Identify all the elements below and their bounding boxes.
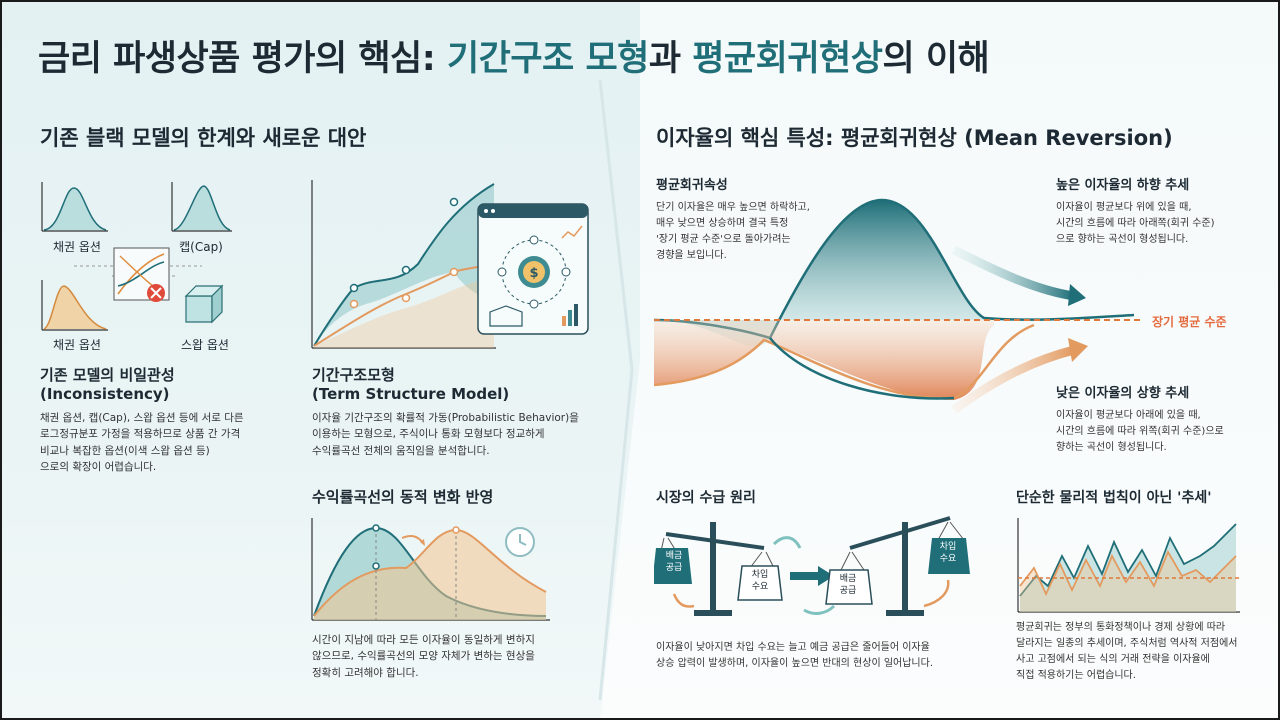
high-rate-body: 이자율이 평균보다 위에 있을 때, 시간의 흐름에 따라 아래쪽(회귀 수준)… [1056, 202, 1215, 245]
scale1-demand-label: 차입 수요 [751, 570, 769, 592]
scale1-supply-label: 배금 공급 [665, 551, 683, 573]
right-section-heading: 이자율의 핵심 특성: 평균회귀현상 (Mean Reversion) [656, 126, 1173, 150]
inconsistency-title: 기존 모델의 비일관성 (Inconsistency) [40, 366, 175, 403]
clock-icon [505, 527, 535, 557]
bond-option-label: 채권 옵션 [53, 240, 101, 254]
dynamic-change-body: 시간이 지남에 따라 모든 이자율이 동일하게 변하지 않으므로, 수익률곡선의… [312, 634, 535, 679]
scale2-demand-label: 차입 수요 [939, 542, 957, 564]
low-rate-title: 낮은 이자율의 상향 추세 [1056, 386, 1190, 401]
page-title: 금리 파생상품 평가의 핵심: 기간구조 모형과 평균회귀현상의 이해 [38, 30, 990, 81]
term-structure-title: 기간구조모형 (Term Structure Model) [312, 366, 510, 403]
svg-text:$: $ [529, 266, 538, 281]
mean-reversion-title: 평균회귀속성 [656, 178, 728, 193]
market-principle-title: 시장의 수급 원리 [656, 490, 756, 506]
section-divider-chevron [598, 80, 634, 700]
title-highlight-mean-reversion: 평균회귀현상 [692, 39, 883, 79]
scale2-supply-label: 배금 공급 [839, 574, 857, 596]
mean-reversion-body: 단기 이자율은 매우 높으면 하락하고, 매우 낮으면 상승하며 결국 특정 '… [656, 202, 810, 261]
swap-option-label: 스왑 옵션 [181, 338, 229, 352]
dynamic-change-chart [311, 518, 550, 621]
trend-body: 평균회귀는 정부의 통화정책이나 경제 상황에 따라 달라지는 일종의 추세이며… [1016, 622, 1238, 681]
low-rate-body: 이자율이 평균보다 아래에 있을 때, 시간의 흐름에 따라 위쪽(회귀 수준)… [1056, 410, 1224, 453]
scale-right-icon [825, 516, 970, 616]
term-structure-chart: $ [311, 180, 589, 349]
dynamic-change-title: 수익률곡선의 동적 변화 반영 [312, 488, 494, 506]
model-icons-cluster [41, 182, 232, 331]
supply-demand-scales [654, 516, 970, 616]
long-term-average-label: 장기 평균 수준 [1152, 315, 1227, 329]
title-highlight-term-structure: 기간구조 모형 [446, 39, 649, 79]
trend-chart [1017, 518, 1240, 613]
title-part-1: 금리 파생상품 평가의 핵심: [38, 39, 447, 79]
left-section-heading: 기존 블랙 모델의 한계와 새로운 대안 [40, 126, 367, 150]
dashboard-dollar-icon: $ [477, 203, 589, 335]
bond-option-chart-icon [41, 182, 108, 232]
cap-chart-icon [171, 182, 232, 232]
swap-cube-icon [184, 284, 224, 324]
bond-option-2-chart-icon [41, 280, 108, 331]
market-principle-body: 이자율이 낮아지면 차입 수요는 늘고 예금 공급은 줄어들어 이자율 상승 압… [656, 642, 934, 669]
title-part-3: 의 이해 [882, 39, 990, 79]
inconsistency-lines-icon [113, 247, 170, 302]
high-rate-title: 높은 이자율의 하향 추세 [1056, 178, 1190, 193]
title-part-2: 과 [648, 39, 693, 79]
transition-arrow-icon [772, 536, 836, 615]
cap-label: 캡(Cap) [179, 240, 223, 254]
mean-reversion-chart [654, 198, 1144, 414]
scale-left-icon [654, 522, 783, 616]
bond-option-2-label: 채권 옵션 [53, 338, 101, 352]
trend-title: 단순한 물리적 법칙이 아닌 '추세' [1016, 490, 1212, 506]
inconsistency-body: 채권 옵션, 캡(Cap), 스왑 옵션 등에 서로 다른 로그정규분포 가정을… [40, 412, 244, 473]
term-structure-body: 이자율 기간구조의 확률적 가동(Probabilistic Behavior)… [312, 412, 579, 457]
